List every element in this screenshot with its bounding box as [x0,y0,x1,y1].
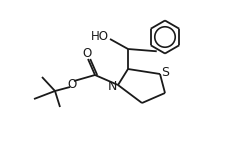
Text: N: N [108,80,117,93]
Text: O: O [67,79,76,91]
Text: O: O [82,47,92,60]
Text: HO: HO [91,31,109,44]
Text: S: S [162,66,169,79]
